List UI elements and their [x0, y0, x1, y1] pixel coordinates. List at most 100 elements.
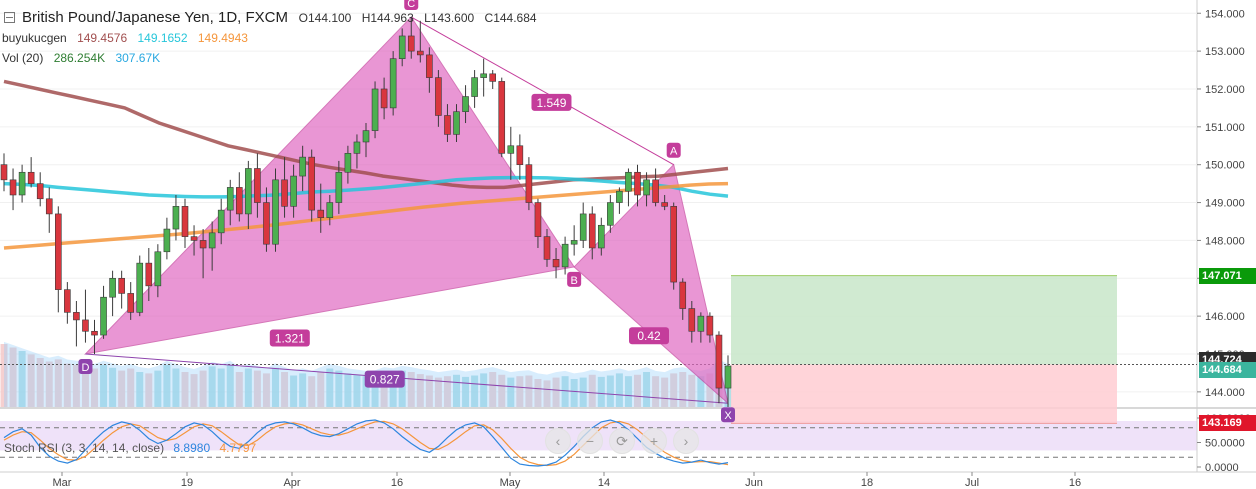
- volume-bar: [543, 380, 551, 407]
- point-label-text: A: [670, 146, 678, 158]
- zoom-out-button[interactable]: −: [577, 428, 603, 454]
- candle: [145, 247, 153, 301]
- ratio-label-text: 0.827: [370, 373, 400, 387]
- point-label-text: C: [407, 0, 415, 10]
- ratio-label-text: 1.549: [536, 96, 566, 110]
- ma-legend-row: buyukucgen 149.4576 149.1652 149.4943: [2, 28, 551, 48]
- ratio-label-bg: [269, 329, 310, 347]
- candle: [236, 172, 243, 222]
- candle: [552, 247, 560, 279]
- candle: [73, 300, 80, 347]
- volume-bar: [181, 372, 189, 407]
- volume-bar: [525, 375, 533, 407]
- price-tick-label: 151.000: [1205, 122, 1245, 134]
- candle-body: [127, 293, 134, 313]
- volume-value-1: 286.254K: [53, 51, 106, 65]
- price-tick-label: 146.000: [1205, 311, 1245, 323]
- candle: [679, 278, 687, 320]
- pattern-point-label: D: [78, 358, 93, 374]
- candle: [688, 300, 696, 343]
- scroll-right-button[interactable]: ›: [673, 428, 699, 454]
- volume-bar: [290, 375, 298, 407]
- pattern-point-label: B: [567, 271, 582, 287]
- candle: [136, 255, 144, 317]
- close-value: 144.684: [493, 11, 537, 25]
- volume-bar: [208, 366, 216, 407]
- volume-bar: [344, 373, 352, 407]
- candle: [217, 198, 225, 245]
- volume-bar: [353, 374, 361, 407]
- candle-body: [172, 206, 180, 230]
- volume-bar: [235, 372, 243, 407]
- candle: [697, 312, 705, 343]
- candle: [163, 217, 171, 260]
- candle-body: [607, 202, 614, 226]
- candle-body: [344, 153, 352, 173]
- volume-bar: [688, 374, 696, 407]
- candle-body: [489, 73, 497, 82]
- candle: [426, 47, 433, 93]
- candle-body: [706, 315, 714, 336]
- candle-body: [263, 202, 270, 245]
- candle-body: [64, 289, 71, 313]
- price-tick-label: 150.000: [1205, 160, 1245, 172]
- candle-body: [136, 262, 144, 313]
- candle: [199, 229, 207, 279]
- candle-body: [73, 312, 80, 321]
- candle: [154, 244, 162, 298]
- high-label: H: [361, 11, 371, 25]
- candle: [489, 70, 497, 89]
- scroll-left-button[interactable]: ‹: [545, 428, 571, 454]
- volume-bar: [516, 376, 524, 407]
- candle: [127, 282, 134, 320]
- volume-bar: [0, 344, 8, 407]
- candle: [226, 179, 234, 226]
- pattern-point-label: C: [404, 0, 419, 10]
- reset-zoom-button[interactable]: ⟳: [609, 428, 635, 454]
- candle: [616, 187, 623, 214]
- volume-bar: [498, 374, 506, 407]
- candle-body: [552, 259, 560, 268]
- candle: [317, 183, 325, 233]
- volume-bar: [244, 368, 252, 407]
- candle-body: [588, 213, 596, 249]
- candle: [353, 134, 361, 169]
- candle: [643, 172, 650, 207]
- candle-body: [145, 262, 153, 287]
- volume-bar: [407, 372, 415, 407]
- ratio-label-bg: [629, 327, 669, 345]
- open-value: 144.100: [307, 11, 352, 25]
- zoom-in-button[interactable]: +: [641, 428, 667, 454]
- candle: [525, 157, 533, 211]
- volume-bar: [81, 366, 89, 407]
- candle-body: [118, 277, 125, 294]
- candle-body: [616, 190, 623, 203]
- candle: [661, 194, 668, 211]
- pattern-point-label: A: [666, 142, 681, 158]
- point-label-text: B: [570, 275, 577, 287]
- candle-body: [597, 224, 605, 249]
- pattern-ratio-label: 1.549: [531, 93, 572, 111]
- volume-bar: [416, 374, 424, 407]
- volume-bar: [398, 370, 406, 407]
- stoch-rsi-d-value: 4.7797: [219, 441, 257, 455]
- volume-bar: [299, 373, 307, 407]
- volume-bar: [163, 365, 171, 407]
- candle-body: [661, 202, 668, 207]
- volume-bar: [36, 358, 44, 407]
- candle: [561, 236, 569, 275]
- volume-bar: [72, 365, 80, 407]
- candle: [109, 270, 116, 317]
- candle-body: [208, 232, 216, 249]
- low-value: 143.600: [430, 11, 475, 25]
- ma-value-3: 149.4943: [197, 31, 248, 45]
- ma-brown: [3, 79, 729, 190]
- collapse-legend-icon[interactable]: [4, 12, 15, 23]
- ratio-label-text: 1.321: [275, 331, 305, 345]
- candle: [362, 123, 370, 158]
- volume-bar: [154, 370, 162, 407]
- volume-bar: [262, 373, 270, 407]
- volume-bar: [588, 374, 596, 407]
